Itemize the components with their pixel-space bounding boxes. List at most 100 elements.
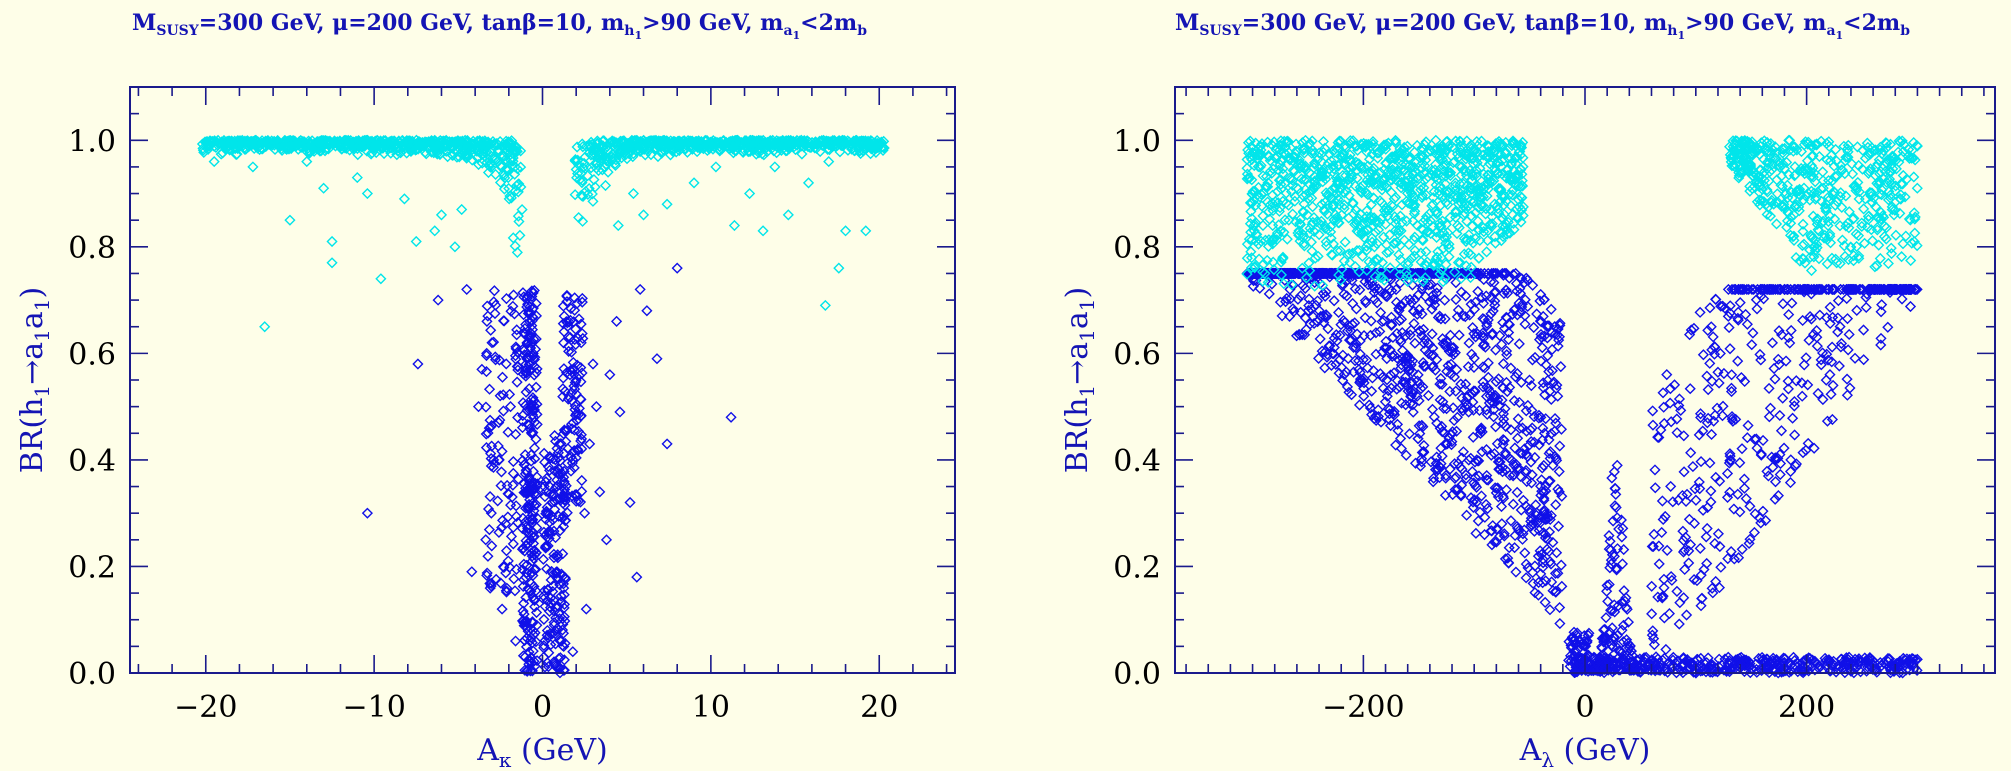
data-point — [1683, 545, 1695, 557]
data-point — [1638, 656, 1650, 668]
data-point — [566, 457, 578, 469]
data-point — [1775, 425, 1788, 437]
data-point — [542, 526, 554, 538]
data-point — [602, 166, 614, 178]
data-point — [1520, 558, 1532, 570]
data-point — [1661, 369, 1673, 381]
data-point — [1907, 653, 1919, 665]
data-point — [651, 353, 663, 365]
data-point — [1386, 285, 1398, 297]
data-point — [490, 299, 502, 311]
data-point — [1444, 385, 1456, 398]
data-point — [1364, 402, 1377, 414]
data-point — [1404, 329, 1416, 341]
data-point — [1552, 567, 1564, 579]
data-point — [1757, 505, 1769, 517]
data-point — [530, 367, 542, 379]
data-point — [1469, 471, 1481, 483]
data-point — [483, 524, 495, 536]
data-point — [1677, 546, 1690, 558]
data-point — [757, 225, 769, 237]
data-point — [1538, 504, 1550, 516]
data-point — [1489, 295, 1501, 307]
data-point — [1648, 528, 1660, 540]
data-point — [482, 310, 494, 322]
data-point — [1507, 470, 1519, 482]
data-point — [1740, 493, 1752, 505]
data-point — [1553, 486, 1565, 498]
data-point — [1541, 508, 1553, 521]
data-point — [361, 187, 373, 200]
data-point — [1490, 344, 1502, 356]
data-point — [522, 582, 534, 595]
data-point — [1393, 315, 1406, 327]
data-point — [1522, 399, 1534, 412]
data-point — [476, 148, 488, 161]
data-point — [744, 187, 756, 200]
data-point — [1727, 415, 1739, 427]
data-point — [1529, 451, 1541, 464]
data-point — [1531, 308, 1543, 320]
data-point — [225, 136, 237, 148]
data-point — [503, 182, 515, 195]
data-point — [1472, 328, 1484, 340]
data-point — [1564, 660, 1576, 672]
data-point — [521, 351, 533, 364]
data-point — [1486, 329, 1498, 341]
data-point — [571, 141, 583, 153]
data-point — [1537, 577, 1549, 589]
data-point — [1674, 597, 1686, 609]
data-point — [544, 628, 556, 640]
data-point — [509, 350, 522, 362]
data-point — [529, 660, 541, 672]
data-point — [1623, 642, 1635, 654]
data-point — [1435, 372, 1447, 385]
data-point — [487, 336, 500, 348]
data-point — [298, 139, 310, 151]
data-point — [659, 135, 671, 147]
data-point — [549, 638, 562, 650]
data-point — [771, 147, 783, 159]
data-point — [1882, 321, 1894, 333]
data-point — [1611, 564, 1623, 576]
data-point — [1678, 430, 1690, 442]
data-point — [670, 136, 682, 148]
data-point — [1868, 283, 1880, 296]
data-point — [1647, 540, 1659, 553]
data-point — [1721, 491, 1734, 503]
data-point — [1422, 389, 1435, 402]
data-point — [1479, 362, 1491, 374]
data-point — [1753, 652, 1765, 665]
data-point — [488, 296, 500, 308]
data-point — [1419, 360, 1431, 372]
data-point — [1600, 631, 1612, 643]
data-point — [1524, 507, 1536, 519]
data-point — [1515, 447, 1527, 459]
data-point — [1657, 387, 1669, 399]
data-point — [1671, 427, 1683, 439]
data-point — [1435, 313, 1447, 325]
data-point — [1716, 410, 1729, 422]
data-point — [1668, 379, 1681, 391]
data-point — [522, 625, 534, 637]
data-point — [495, 466, 508, 478]
data-point — [1391, 352, 1403, 364]
data-point — [1520, 572, 1532, 584]
data-point — [547, 585, 559, 598]
data-point — [1762, 283, 1774, 296]
data-point — [1734, 457, 1746, 469]
data-point — [1715, 561, 1727, 573]
data-point — [1540, 513, 1552, 526]
data-point — [1461, 509, 1473, 521]
data-point — [1452, 256, 1464, 269]
data-point — [1661, 544, 1673, 556]
data-point — [1393, 249, 1405, 261]
data-point — [1400, 399, 1412, 411]
data-point — [1281, 292, 1293, 305]
data-point — [1598, 636, 1610, 648]
data-point — [1762, 661, 1774, 673]
data-point — [1701, 370, 1713, 382]
data-point — [1463, 406, 1475, 418]
data-point — [1381, 291, 1393, 303]
data-point — [1827, 379, 1839, 392]
